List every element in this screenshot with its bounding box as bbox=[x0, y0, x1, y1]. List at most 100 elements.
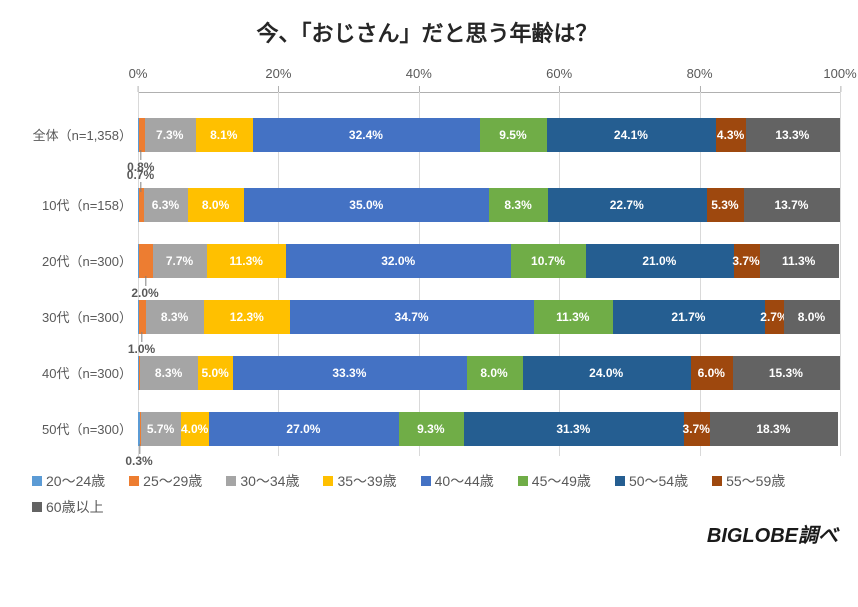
bar-row: 8.3%12.3%34.7%11.3%21.7%2.7%8.0%1.0% bbox=[138, 289, 840, 345]
data-callout: 0.3% bbox=[125, 454, 152, 468]
legend-label: 60歳以上 bbox=[46, 497, 104, 517]
chart-title: 今、「おじさん」だと思う年齢は？ bbox=[14, 16, 840, 48]
bar-segment: 8.1% bbox=[196, 118, 253, 152]
bar-segment: 21.0% bbox=[586, 244, 733, 278]
legend-item: 60歳以上 bbox=[32, 497, 104, 517]
legend-label: 40～44歳 bbox=[435, 471, 494, 491]
bar-row: 6.3%8.0%35.0%8.3%22.7%5.3%13.7%0.7% bbox=[138, 177, 840, 233]
bar-segment: 32.4% bbox=[253, 118, 480, 152]
bar-segment: 8.3% bbox=[140, 356, 198, 390]
bar-segment: 11.3% bbox=[760, 244, 839, 278]
bar-segment: 8.0% bbox=[784, 300, 840, 334]
bar-segment: 10.7% bbox=[511, 244, 586, 278]
bar-segment: 7.3% bbox=[145, 118, 196, 152]
category-label: 30代（n=300） bbox=[14, 288, 132, 344]
bar-segment: 21.7% bbox=[613, 300, 765, 334]
bar-row: 8.3%5.0%33.3%8.0%24.0%6.0%15.3% bbox=[138, 345, 840, 401]
bar-segment: 8.0% bbox=[467, 356, 523, 390]
bar-segment: 6.0% bbox=[691, 356, 733, 390]
bar-segment: 5.0% bbox=[198, 356, 233, 390]
bars: 7.3%8.1%32.4%9.5%24.1%4.3%13.3%0.8%6.3%8… bbox=[138, 93, 840, 457]
category-label: 50代（n=300） bbox=[14, 400, 132, 456]
legend-item: 55～59歳 bbox=[712, 471, 785, 491]
bar-stack: 6.3%8.0%35.0%8.3%22.7%5.3%13.7% bbox=[138, 188, 840, 222]
bar-segment bbox=[139, 244, 153, 278]
bar-segment: 24.0% bbox=[523, 356, 691, 390]
bar-segment bbox=[139, 300, 146, 334]
legend-swatch bbox=[712, 476, 722, 486]
legend-item: 50～54歳 bbox=[615, 471, 688, 491]
bar-segment: 34.7% bbox=[290, 300, 533, 334]
bar-segment: 32.0% bbox=[286, 244, 511, 278]
bar-segment: 9.5% bbox=[480, 118, 547, 152]
legend-label: 30～34歳 bbox=[240, 471, 299, 491]
bar-stack: 7.3%8.1%32.4%9.5%24.1%4.3%13.3% bbox=[138, 118, 840, 152]
legend-item: 25～29歳 bbox=[129, 471, 202, 491]
bar-stack: 8.3%12.3%34.7%11.3%21.7%2.7%8.0% bbox=[138, 300, 840, 334]
bar-segment: 15.3% bbox=[733, 356, 840, 390]
bar-segment: 6.3% bbox=[144, 188, 188, 222]
category-label: 20代（n=300） bbox=[14, 232, 132, 288]
legend-label: 35～39歳 bbox=[337, 471, 396, 491]
data-callout: 0.7% bbox=[127, 168, 154, 182]
legend-swatch bbox=[32, 476, 42, 486]
bar-segment: 5.3% bbox=[707, 188, 744, 222]
chart-container: 今、「おじさん」だと思う年齢は？ 全体（n=1,358）10代（n=158）20… bbox=[0, 0, 858, 554]
legend-swatch bbox=[615, 476, 625, 486]
bar-segment: 35.0% bbox=[244, 188, 489, 222]
bars-column: 0%20%40%60%80%100% 7.3%8.1%32.4%9.5%24.1… bbox=[138, 66, 840, 457]
legend-swatch bbox=[226, 476, 236, 486]
bar-segment: 3.7% bbox=[734, 244, 760, 278]
bar-segment: 13.3% bbox=[746, 118, 839, 152]
x-axis: 0%20%40%60%80%100% bbox=[138, 66, 840, 93]
bar-segment: 2.7% bbox=[765, 300, 784, 334]
bar-segment: 4.0% bbox=[181, 412, 209, 446]
bar-row: 7.3%8.1%32.4%9.5%24.1%4.3%13.3%0.8% bbox=[138, 93, 840, 177]
legend-label: 50～54歳 bbox=[629, 471, 688, 491]
legend-item: 30～34歳 bbox=[226, 471, 299, 491]
category-label: 全体（n=1,358） bbox=[14, 92, 132, 176]
category-label: 40代（n=300） bbox=[14, 344, 132, 400]
bar-segment: 4.3% bbox=[716, 118, 746, 152]
legend-item: 35～39歳 bbox=[323, 471, 396, 491]
bar-segment: 27.0% bbox=[209, 412, 399, 446]
legend-label: 45～49歳 bbox=[532, 471, 591, 491]
bar-row: 5.7%4.0%27.0%9.3%31.3%3.7%18.3%0.3% bbox=[138, 401, 840, 457]
legend: 20～24歳 25～29歳 30～34歳 35～39歳 40～44歳 45～49歳 50～5… bbox=[14, 471, 840, 517]
bar-segment: 18.3% bbox=[710, 412, 838, 446]
bar-segment: 12.3% bbox=[204, 300, 290, 334]
bar-stack: 5.7%4.0%27.0%9.3%31.3%3.7%18.3% bbox=[138, 412, 840, 446]
bar-segment: 8.3% bbox=[146, 300, 204, 334]
category-label: 10代（n=158） bbox=[14, 176, 132, 232]
bar-segment: 5.7% bbox=[141, 412, 181, 446]
legend-swatch bbox=[518, 476, 528, 486]
bar-row: 7.7%11.3%32.0%10.7%21.0%3.7%11.3%2.0% bbox=[138, 233, 840, 289]
legend-label: 55～59歳 bbox=[726, 471, 785, 491]
legend-swatch bbox=[421, 476, 431, 486]
bar-segment: 8.3% bbox=[489, 188, 547, 222]
bar-stack: 8.3%5.0%33.3%8.0%24.0%6.0%15.3% bbox=[138, 356, 840, 390]
plot-area: 全体（n=1,358）10代（n=158）20代（n=300）30代（n=300… bbox=[14, 66, 840, 457]
bar-segment: 24.1% bbox=[547, 118, 716, 152]
legend-swatch bbox=[32, 502, 42, 512]
axis-tick: 20% bbox=[265, 66, 291, 81]
bar-segment: 13.7% bbox=[744, 188, 840, 222]
legend-swatch bbox=[129, 476, 139, 486]
axis-tick: 0% bbox=[129, 66, 148, 81]
legend-item: 40～44歳 bbox=[421, 471, 494, 491]
legend-label: 20～24歳 bbox=[46, 471, 105, 491]
bar-segment: 7.7% bbox=[153, 244, 207, 278]
legend-item: 45～49歳 bbox=[518, 471, 591, 491]
bar-segment: 3.7% bbox=[684, 412, 710, 446]
bar-segment: 31.3% bbox=[464, 412, 684, 446]
legend-label: 25～29歳 bbox=[143, 471, 202, 491]
bar-segment: 11.3% bbox=[207, 244, 286, 278]
category-labels: 全体（n=1,358）10代（n=158）20代（n=300）30代（n=300… bbox=[14, 66, 138, 456]
axis-tick: 80% bbox=[687, 66, 713, 81]
legend-item: 20～24歳 bbox=[32, 471, 105, 491]
gridline bbox=[840, 92, 841, 456]
bar-segment: 33.3% bbox=[233, 356, 466, 390]
axis-tick: 60% bbox=[546, 66, 572, 81]
bar-stack: 7.7%11.3%32.0%10.7%21.0%3.7%11.3% bbox=[138, 244, 840, 278]
axis-tick: 40% bbox=[406, 66, 432, 81]
